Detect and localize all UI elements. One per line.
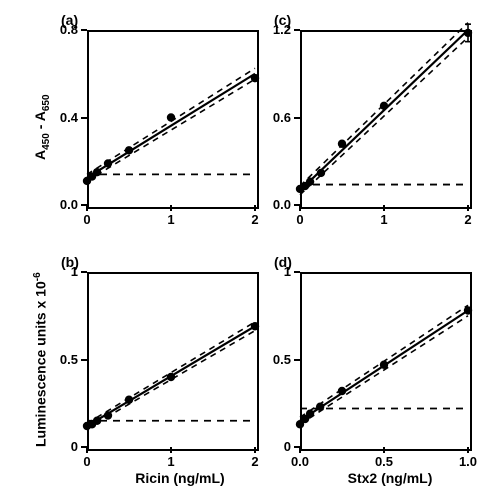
data-point [306,177,314,185]
ylabel-top: A450 - A650 [32,94,52,160]
data-point [251,74,259,82]
ytick-label: 0 [71,439,78,454]
ytick-label: 1.2 [273,22,291,37]
xtick-label: 0.0 [290,454,310,469]
data-point [125,396,133,404]
ytick-label: 0.0 [60,197,78,212]
plot-svg-a [87,30,255,205]
fit-line [300,30,468,190]
data-point [104,411,112,419]
data-point [251,322,259,330]
data-point [380,102,388,110]
ytick-label: 1 [71,264,78,279]
xtick [383,447,385,453]
xtick-label: 1 [161,212,181,227]
xtick-label: 2 [458,212,478,227]
xtick [254,205,256,211]
xtick-label: 0.5 [374,454,394,469]
xlabel-right: Stx2 (ng/mL) [330,470,450,486]
ytick-label: 0.8 [60,22,78,37]
ytick-label: 0.4 [60,110,78,125]
fit-line [87,74,255,178]
plot-svg-c [300,30,468,205]
data-point [338,387,346,395]
ytick-label: 1 [284,264,291,279]
ylabel-bottom: Luminescence units x 10-6 [32,272,49,447]
data-point [380,361,388,369]
xtick [254,447,256,453]
xtick-label: 0 [77,212,97,227]
data-point [306,410,314,418]
ci-line [300,37,468,195]
data-point [125,146,133,154]
data-point [93,168,101,176]
xtick-label: 0 [290,212,310,227]
ytick-label: 0.5 [273,352,291,367]
ytick-label: 0.5 [60,352,78,367]
data-point [464,306,472,314]
xtick-label: 2 [245,212,265,227]
xtick-label: 2 [245,454,265,469]
xtick [383,205,385,211]
plot-svg-b [87,272,255,447]
ytick-label: 0.0 [273,197,291,212]
data-point [167,113,175,121]
ci-line [87,79,255,181]
xlabel-left: Ricin (ng/mL) [120,470,240,486]
data-point [317,169,325,177]
data-point [167,373,175,381]
data-point [104,159,112,167]
xtick-label: 1 [374,212,394,227]
ci-line [87,322,255,424]
ytick-label: 0 [284,439,291,454]
ytick-label: 0.6 [273,110,291,125]
xtick-label: 1.0 [458,454,478,469]
plot-svg-d [300,272,468,447]
xtick [467,205,469,211]
xtick-label: 0 [77,454,97,469]
xtick [467,447,469,453]
figure-root: (a)0120.00.40.8(b)01200.51(c)0120.00.61.… [0,0,500,500]
data-point [464,29,472,37]
xtick [170,447,172,453]
xtick-label: 1 [161,454,181,469]
data-point [93,417,101,425]
data-point [316,403,324,411]
xtick [170,205,172,211]
data-point [338,140,346,148]
